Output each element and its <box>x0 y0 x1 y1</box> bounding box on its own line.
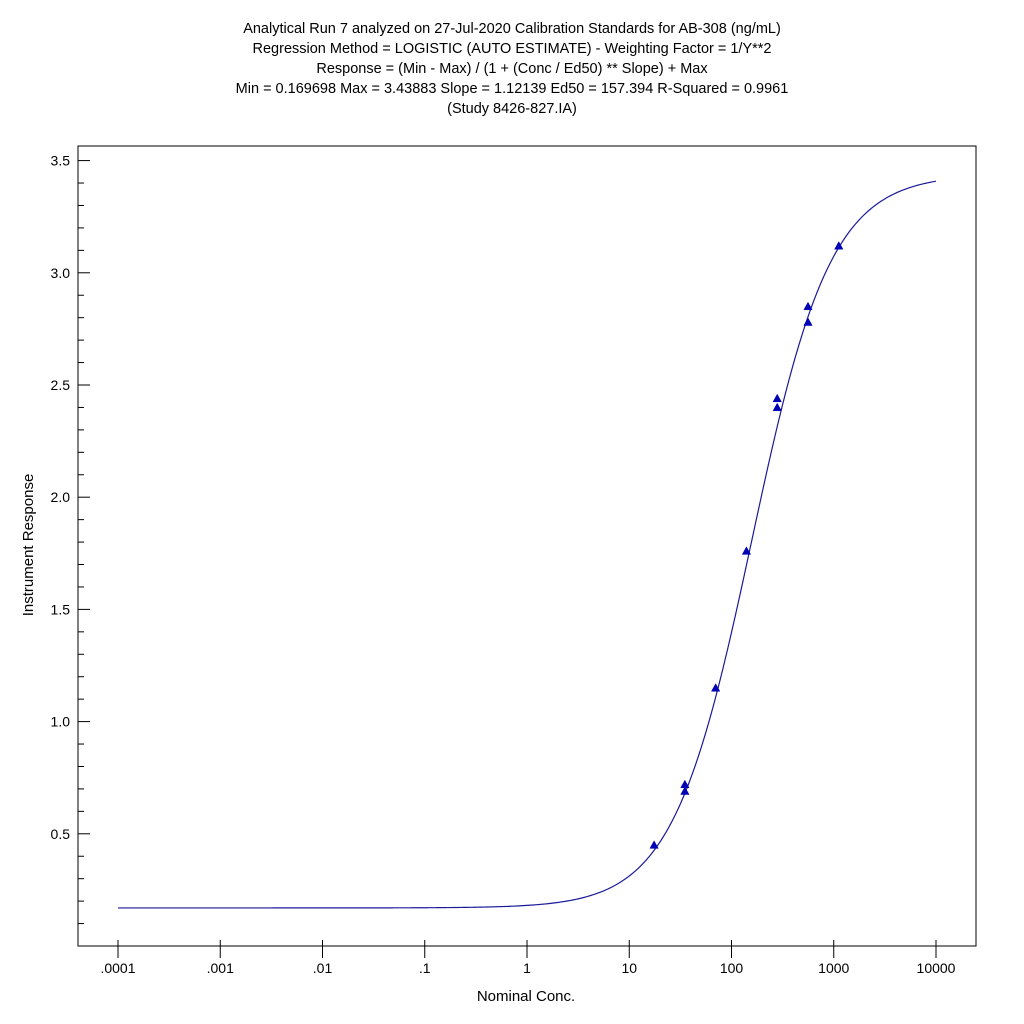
data-point <box>772 402 782 412</box>
x-tick-label: 10 <box>621 960 637 976</box>
x-tick-label: 10000 <box>917 960 956 976</box>
y-tick-label: 2.5 <box>51 377 71 393</box>
x-axis-title: Nominal Conc. <box>477 988 575 1005</box>
data-point <box>803 301 813 311</box>
data-point <box>772 393 782 403</box>
x-tick-label: .1 <box>419 960 431 976</box>
data-point <box>803 317 813 326</box>
data-point <box>741 546 752 555</box>
y-axis-title: Instrument Response <box>20 474 37 617</box>
title-line-1: Analytical Run 7 analyzed on 27-Jul-2020… <box>243 21 781 37</box>
x-tick-label: 1 <box>523 960 531 976</box>
title-line-3: Response = (Min - Max) / (1 + (Conc / Ed… <box>316 61 708 77</box>
data-point <box>680 786 690 795</box>
x-tick-label: .0001 <box>100 960 135 976</box>
title-line-4: Min = 0.169698 Max = 3.43883 Slope = 1.1… <box>235 81 789 97</box>
y-tick-label: 3.5 <box>51 153 71 169</box>
title-line-5: (Study 8426-827.IA) <box>447 101 577 117</box>
y-tick-label: 2.0 <box>51 489 71 505</box>
x-tick-label: .001 <box>207 960 234 976</box>
x-tick-label: .01 <box>313 960 333 976</box>
data-point <box>680 779 690 789</box>
fit-curve <box>118 180 937 909</box>
data-point <box>711 683 721 692</box>
data-points <box>649 241 844 849</box>
y-axis: 0.5 1.0 1.5 2.0 2.5 3.0 3.5 <box>51 153 90 925</box>
data-point <box>834 241 844 250</box>
y-tick-label: 3.0 <box>51 265 71 281</box>
plot-frame <box>77 145 977 947</box>
data-point <box>649 840 659 849</box>
x-tick-label: 100 <box>720 960 744 976</box>
title-line-2: Regression Method = LOGISTIC (AUTO ESTIM… <box>252 41 772 57</box>
x-axis: .0001 .001 .01 .1 1 10 100 1000 10000 <box>100 940 956 976</box>
y-tick-label: 1.0 <box>51 714 71 730</box>
y-tick-label: 0.5 <box>51 826 71 842</box>
x-tick-label: 1000 <box>818 960 849 976</box>
y-tick-label: 1.5 <box>51 601 71 617</box>
chart-title: Analytical Run 7 analyzed on 27-Jul-2020… <box>0 19 1024 119</box>
